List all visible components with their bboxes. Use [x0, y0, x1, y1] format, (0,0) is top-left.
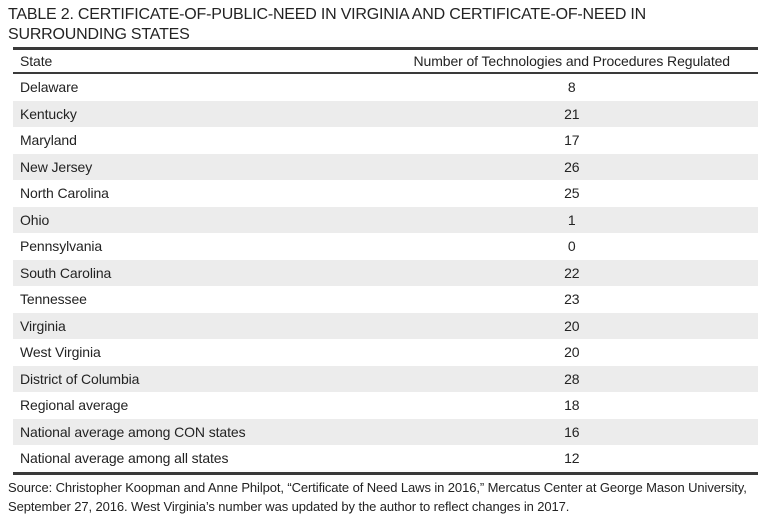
state-cell: National average among CON states — [20, 423, 246, 440]
value-cell: 25 — [564, 185, 580, 202]
table-row: Kentucky 21 — [13, 100, 758, 127]
bottom-divider — [13, 471, 758, 475]
table-row: Tennessee 23 — [13, 286, 758, 313]
state-cell: Pennsylvania — [20, 238, 103, 255]
state-cell: Maryland — [20, 132, 77, 149]
state-cell: South Carolina — [20, 264, 112, 281]
table-row: Delaware 8 — [13, 74, 758, 101]
table-row: Regional average 18 — [13, 392, 758, 419]
value-cell: 18 — [564, 397, 580, 414]
table-row: Virginia 20 — [13, 312, 758, 339]
value-cell: 28 — [564, 370, 580, 387]
table-row: Pennsylvania 0 — [13, 233, 758, 260]
value-cell: 17 — [564, 132, 580, 149]
state-cell: Ohio — [20, 211, 50, 228]
page-title: TABLE 2. CERTIFICATE-OF-PUBLIC-NEED IN V… — [8, 6, 647, 43]
column-header-state: State — [20, 53, 53, 69]
table-row: New Jersey 26 — [13, 153, 758, 180]
state-cell: Kentucky — [20, 105, 77, 122]
value-cell: 20 — [564, 317, 580, 334]
value-cell: 22 — [564, 264, 580, 281]
con-table: State Number of Technologies and Procedu… — [13, 47, 758, 475]
state-cell: New Jersey — [20, 158, 93, 175]
state-cell: Regional average — [20, 397, 129, 414]
source-note: Source: Christopher Koopman and Anne Phi… — [8, 479, 747, 514]
value-cell: 26 — [564, 158, 580, 175]
value-cell: 16 — [564, 423, 580, 440]
state-cell: North Carolina — [20, 185, 109, 202]
state-cell: West Virginia — [20, 344, 101, 361]
table-row: Maryland 17 — [13, 127, 758, 154]
value-cell: 8 — [567, 79, 576, 96]
value-cell: 21 — [564, 105, 580, 122]
column-header-value: Number of Technologies and Procedures Re… — [413, 53, 731, 69]
table-header: State Number of Technologies and Procedu… — [13, 50, 758, 72]
value-cell: 12 — [564, 450, 580, 467]
table-row: National average among CON states 16 — [13, 418, 758, 445]
state-cell: District of Columbia — [20, 370, 140, 387]
value-cell: 23 — [564, 291, 580, 308]
table-row: West Virginia 20 — [13, 339, 758, 366]
value-cell: 1 — [567, 211, 576, 228]
table-row: Ohio 1 — [13, 206, 758, 233]
table-row: National average among all states 12 — [13, 445, 758, 472]
table-row: District of Columbia 28 — [13, 365, 758, 392]
table-row: North Carolina 25 — [13, 180, 758, 207]
value-cell: 20 — [564, 344, 580, 361]
header-divider — [13, 72, 758, 74]
title-divider — [13, 47, 758, 50]
table-body: Delaware 8 Kentucky 21 Maryland 17 New Jersey 2… — [13, 74, 758, 472]
table-row: South Carolina 22 — [13, 259, 758, 286]
state-cell: Virginia — [20, 317, 66, 334]
state-cell: Delaware — [20, 79, 79, 96]
value-cell: 0 — [567, 238, 576, 255]
state-cell: National average among all states — [20, 450, 229, 467]
state-cell: Tennessee — [20, 291, 87, 308]
